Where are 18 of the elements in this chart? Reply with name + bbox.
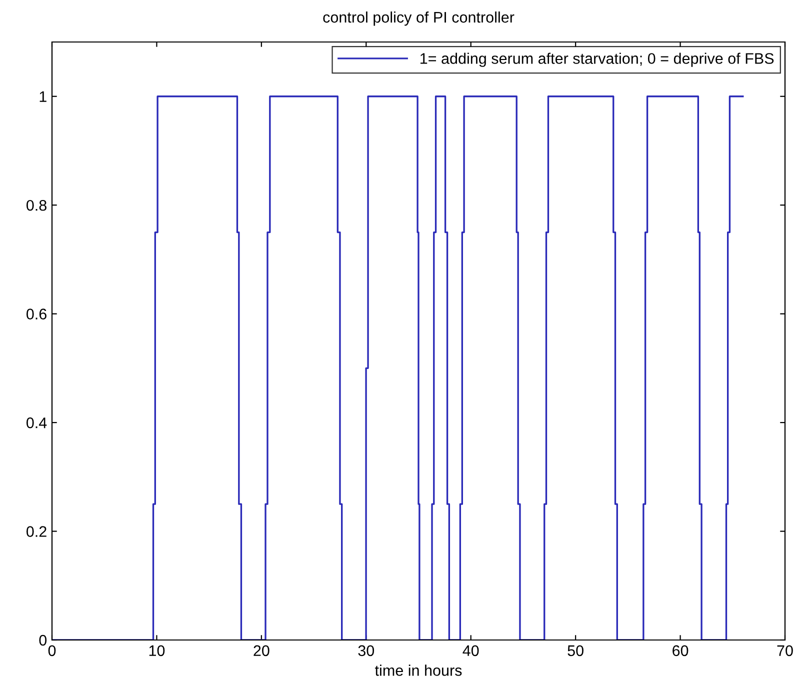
x-axis-title: time in hours bbox=[375, 664, 462, 676]
x-tick-label: 0 bbox=[48, 645, 56, 656]
line-series bbox=[52, 96, 744, 640]
x-tick-label: 60 bbox=[672, 645, 688, 656]
x-tick-label: 40 bbox=[462, 645, 479, 656]
y-tick-label: 0.2 bbox=[26, 526, 46, 537]
y-tick-label: 1 bbox=[40, 91, 46, 102]
legend-label: 1= adding serum after starvation; 0 = deprive of FBS bbox=[420, 52, 774, 67]
x-tick-label: 10 bbox=[149, 645, 165, 656]
y-tick-label: 0 bbox=[39, 634, 47, 646]
x-tick-label: 20 bbox=[254, 645, 270, 656]
x-tick-label: 50 bbox=[568, 645, 584, 656]
y-tick-label: 0.6 bbox=[26, 308, 46, 320]
x-tick-label: 30 bbox=[358, 645, 374, 656]
chart-title: control policy of PI controller bbox=[323, 11, 514, 26]
x-tick-label: 70 bbox=[777, 645, 793, 656]
y-tick-label: 0.8 bbox=[26, 200, 46, 211]
y-tick-label: 0.4 bbox=[26, 417, 47, 428]
